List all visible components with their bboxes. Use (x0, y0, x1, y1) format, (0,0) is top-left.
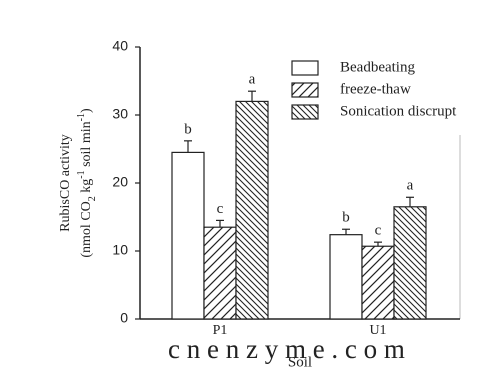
error-bar (184, 140, 192, 153)
error-bar (374, 241, 382, 247)
legend-swatch (291, 60, 319, 76)
y-tick-label: 10 (112, 242, 128, 258)
legend-label: Sonication discrupt (340, 103, 457, 119)
error-bar (342, 228, 350, 235)
bar (203, 226, 237, 320)
y-tick-label: 0 (120, 310, 128, 326)
legend-label: Beadbeating (340, 59, 415, 75)
y-label-part: kg (79, 179, 94, 197)
y-tick-label: 40 (112, 38, 128, 54)
bar (235, 100, 269, 320)
error-bar (406, 196, 414, 207)
y-label-part: (nmol CO (79, 201, 94, 257)
legend-swatch (291, 82, 319, 98)
y-label-part: -1 (76, 113, 87, 121)
legend-label: freeze-thaw (340, 81, 411, 97)
legend-swatch (291, 104, 319, 120)
bar (171, 151, 205, 320)
significance-letter: a (407, 178, 414, 194)
x-tick-label: P1 (213, 323, 228, 338)
y-axis-label: RubisCO activity (58, 134, 73, 232)
y-axis-label: (nmol CO2 kg-1 soil min-1) (76, 108, 98, 258)
significance-letter: a (249, 72, 256, 88)
y-tick-label: 30 (112, 106, 128, 122)
significance-letter: b (342, 210, 350, 226)
y-label-part: soil min (79, 121, 94, 170)
significance-letter: b (184, 121, 192, 137)
significance-letter: c (217, 201, 224, 217)
y-label-line: RubisCO activity (58, 134, 73, 232)
y-tick-label: 20 (112, 174, 128, 190)
x-tick-label: U1 (369, 323, 386, 338)
bar (393, 206, 427, 320)
error-bar (248, 90, 256, 102)
significance-letter: c (375, 223, 382, 239)
error-bar (216, 219, 224, 228)
y-label-part: ) (79, 108, 94, 113)
watermark: c n e n z y m e . c o m (168, 334, 405, 364)
y-label-part: -1 (76, 170, 87, 178)
bar (329, 234, 363, 320)
y-label-part: 2 (87, 196, 98, 201)
bar (361, 245, 395, 320)
x-axis-label: Soil (288, 354, 312, 370)
